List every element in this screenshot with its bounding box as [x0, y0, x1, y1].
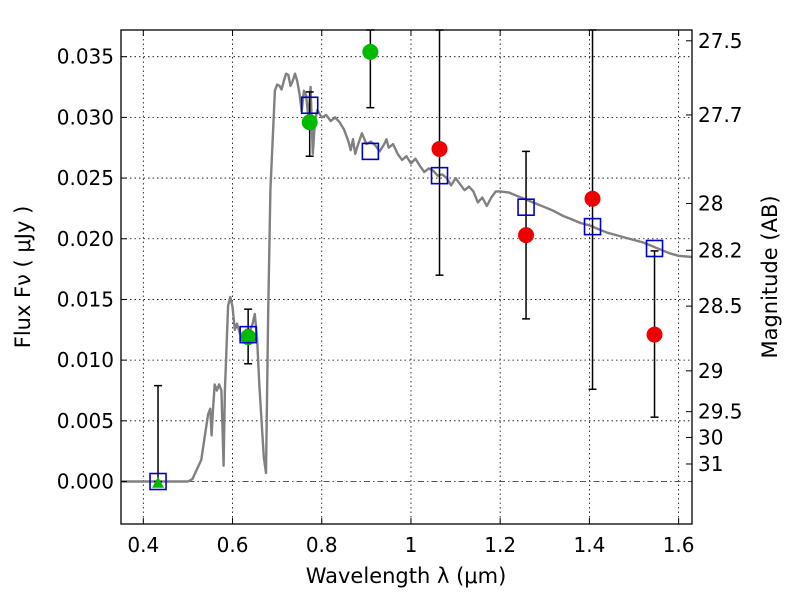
x-tick-label: 0.6 — [217, 533, 249, 557]
circle-marker — [301, 114, 318, 131]
x-tick-label: 1.2 — [484, 533, 516, 557]
circle-marker — [584, 190, 601, 207]
y-axis-label: Flux Fν ( μJy ) — [11, 206, 35, 349]
y-tick-label: 0.020 — [57, 227, 114, 251]
circle-marker — [646, 326, 663, 343]
axis-ticks: 0.4 0.6 0.8 1 1.2 1.4 1.6 0.000 0.005 0.010 0.015 0… — [57, 29, 743, 557]
x-tick-label: 1.4 — [573, 533, 605, 557]
triangle-marker — [152, 476, 165, 488]
square-marker — [430, 166, 449, 185]
error-bars — [154, 29, 659, 483]
y2-tick-label: 29.5 — [698, 400, 743, 424]
data-markers — [149, 43, 664, 491]
circle-marker — [362, 43, 379, 60]
square-marker — [645, 239, 664, 258]
square-marker — [300, 96, 319, 115]
y2-tick-label: 28 — [698, 191, 723, 215]
model-curve-line — [121, 72, 693, 483]
x-tick-label: 0.4 — [127, 533, 159, 557]
y-tick-label: 0.035 — [57, 45, 114, 69]
y2-axis-label: Magnitude (AB) — [758, 195, 782, 358]
x-tick-label: 1.6 — [663, 533, 695, 557]
y-tick-label: 0.000 — [57, 470, 114, 494]
circle-marker — [518, 227, 535, 244]
square-marker — [239, 325, 257, 344]
x-tick-label: 1 — [405, 533, 418, 557]
y-tick-label: 0.005 — [57, 409, 114, 433]
square-marker — [149, 472, 167, 491]
y-tick-label: 0.030 — [57, 105, 114, 129]
y-tick-label: 0.015 — [57, 287, 114, 311]
y2-tick-label: 29 — [698, 359, 723, 383]
y2-tick-label: 27.5 — [698, 29, 743, 53]
y-tick-label: 0.025 — [57, 166, 114, 190]
y2-tick-label: 31 — [698, 452, 723, 476]
circle-marker — [431, 140, 448, 157]
y2-tick-label: 30 — [698, 425, 723, 449]
square-marker — [361, 142, 380, 161]
square-marker — [517, 198, 535, 217]
model-spectrum-curve — [121, 72, 693, 483]
y-tick-label: 0.010 — [57, 348, 114, 372]
x-axis-label: Wavelength λ (μm) — [306, 564, 507, 588]
square-marker — [583, 217, 602, 236]
plot-frame — [120, 29, 693, 525]
grid — [121, 30, 692, 524]
x-tick-label: 0.8 — [306, 533, 338, 557]
y2-tick-label: 28.5 — [698, 294, 743, 318]
y2-tick-label: 27.7 — [698, 103, 743, 127]
y2-tick-label: 28.2 — [698, 238, 743, 262]
